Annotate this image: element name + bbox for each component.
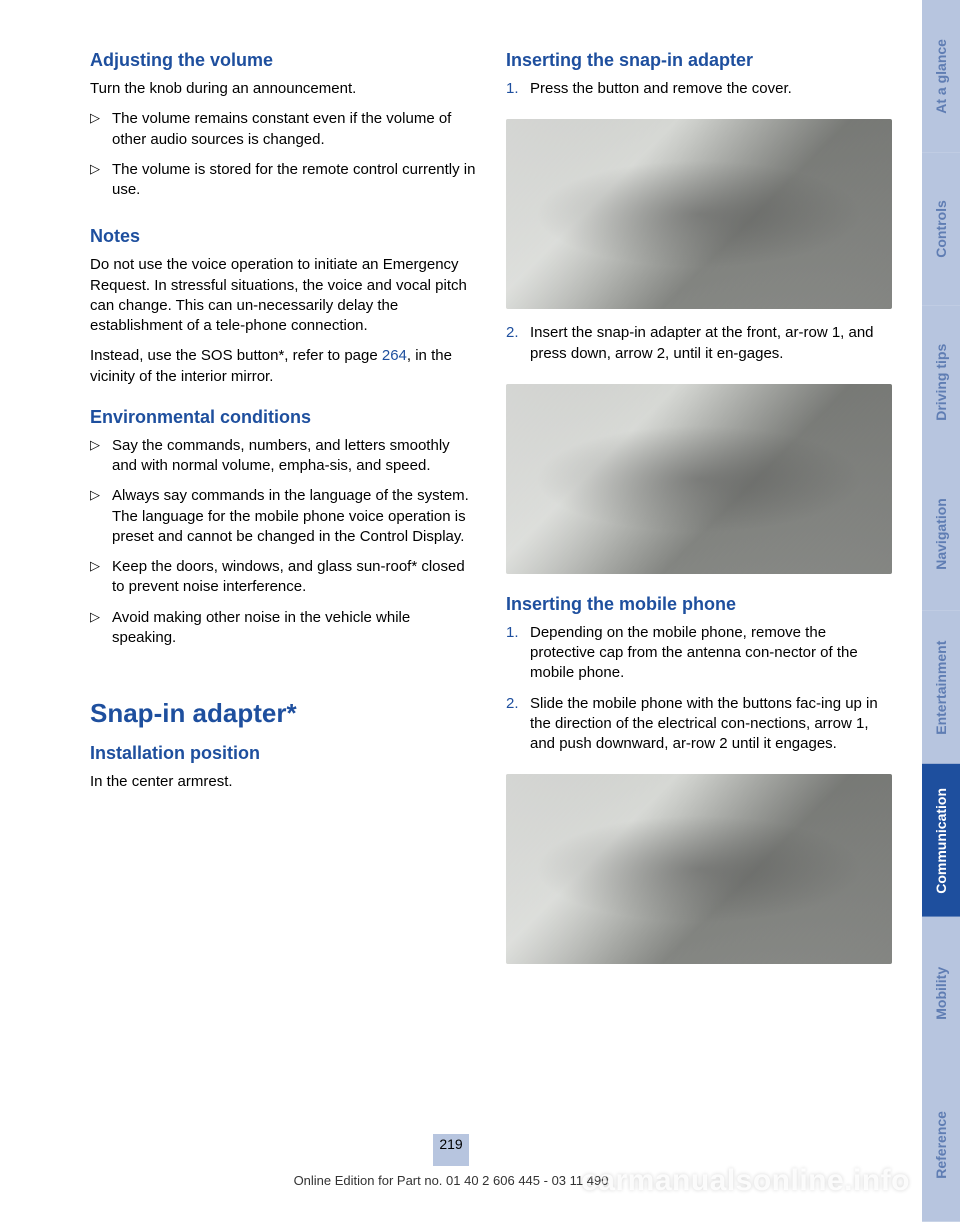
tab-navigation[interactable]: Navigation	[922, 458, 960, 611]
tab-entertainment[interactable]: Entertainment	[922, 611, 960, 764]
section-tabs: At a glance Controls Driving tips Naviga…	[922, 0, 960, 1222]
right-column: Inserting the snap-in adapter 1. Press t…	[506, 50, 892, 1222]
text-notes-1: Do not use the voice operation to initia…	[90, 255, 476, 336]
text-volume-intro: Turn the knob during an announcement.	[90, 79, 476, 99]
list-item: ▷ Always say commands in the language of…	[90, 486, 476, 547]
list-item-text: Avoid making other noise in the vehicle …	[112, 608, 476, 649]
page-number-wrap: 219	[0, 1134, 902, 1166]
list-item: ▷ The volume remains constant even if th…	[90, 109, 476, 150]
page-link-264[interactable]: 264	[382, 347, 407, 364]
step-item: 1. Press the button and remove the cover…	[506, 79, 892, 99]
heading-notes: Notes	[90, 226, 476, 247]
list-item: ▷ Say the commands, numbers, and letters…	[90, 436, 476, 477]
heading-installation-position: Installation position	[90, 743, 476, 764]
list-item: ▷ Avoid making other noise in the vehicl…	[90, 608, 476, 649]
figure-insert-phone	[506, 774, 892, 964]
page-content: Adjusting the volume Turn the knob durin…	[0, 0, 922, 1222]
step-item: 1. Depending on the mobile phone, remove…	[506, 623, 892, 684]
step-number: 1.	[506, 79, 530, 99]
env-bullets: ▷ Say the commands, numbers, and letters…	[90, 436, 476, 658]
adapter-steps-2: 2. Insert the snap-in adapter at the fro…	[506, 323, 892, 374]
bullet-icon: ▷	[90, 486, 112, 547]
step-item: 2. Slide the mobile phone with the butto…	[506, 694, 892, 755]
watermark: carmanualsonline.info	[581, 1164, 910, 1198]
bullet-icon: ▷	[90, 436, 112, 477]
volume-bullets: ▷ The volume remains constant even if th…	[90, 109, 476, 210]
list-item-text: Always say commands in the language of t…	[112, 486, 476, 547]
list-item-text: The volume remains constant even if the …	[112, 109, 476, 150]
phone-steps: 1. Depending on the mobile phone, remove…	[506, 623, 892, 765]
step-item: 2. Insert the snap-in adapter at the fro…	[506, 323, 892, 364]
step-text: Press the button and remove the cover.	[530, 79, 792, 99]
bullet-icon: ▷	[90, 160, 112, 201]
step-number: 2.	[506, 323, 530, 364]
heading-inserting-adapter: Inserting the snap-in adapter	[506, 50, 892, 71]
step-text: Slide the mobile phone with the buttons …	[530, 694, 892, 755]
text-notes-2: Instead, use the SOS button*, refer to p…	[90, 346, 476, 387]
bullet-icon: ▷	[90, 557, 112, 598]
text-install: In the center armrest.	[90, 772, 476, 792]
figure-insert-adapter	[506, 384, 892, 574]
tab-controls[interactable]: Controls	[922, 153, 960, 306]
page-number: 219	[433, 1134, 468, 1166]
list-item-text: Say the commands, numbers, and letters s…	[112, 436, 476, 477]
heading-adjusting-volume: Adjusting the volume	[90, 50, 476, 71]
step-text: Depending on the mobile phone, remove th…	[530, 623, 892, 684]
step-text: Insert the snap-in adapter at the front,…	[530, 323, 892, 364]
tab-at-a-glance[interactable]: At a glance	[922, 0, 960, 153]
bullet-icon: ▷	[90, 608, 112, 649]
list-item-text: The volume is stored for the remote cont…	[112, 160, 476, 201]
adapter-steps: 1. Press the button and remove the cover…	[506, 79, 892, 109]
figure-remove-cover	[506, 119, 892, 309]
bullet-icon: ▷	[90, 109, 112, 150]
left-column: Adjusting the volume Turn the knob durin…	[90, 50, 476, 1222]
heading-inserting-phone: Inserting the mobile phone	[506, 594, 892, 615]
heading-environmental: Environmental conditions	[90, 407, 476, 428]
heading-snapin-adapter: Snap-in adapter*	[90, 698, 476, 729]
list-item: ▷ The volume is stored for the remote co…	[90, 160, 476, 201]
step-number: 1.	[506, 623, 530, 684]
list-item-text: Keep the doors, windows, and glass sun‐r…	[112, 557, 476, 598]
tab-driving-tips[interactable]: Driving tips	[922, 306, 960, 459]
list-item: ▷ Keep the doors, windows, and glass sun…	[90, 557, 476, 598]
tab-mobility[interactable]: Mobility	[922, 917, 960, 1070]
tab-reference[interactable]: Reference	[922, 1069, 960, 1222]
step-number: 2.	[506, 694, 530, 755]
tab-communication[interactable]: Communication	[922, 764, 960, 917]
